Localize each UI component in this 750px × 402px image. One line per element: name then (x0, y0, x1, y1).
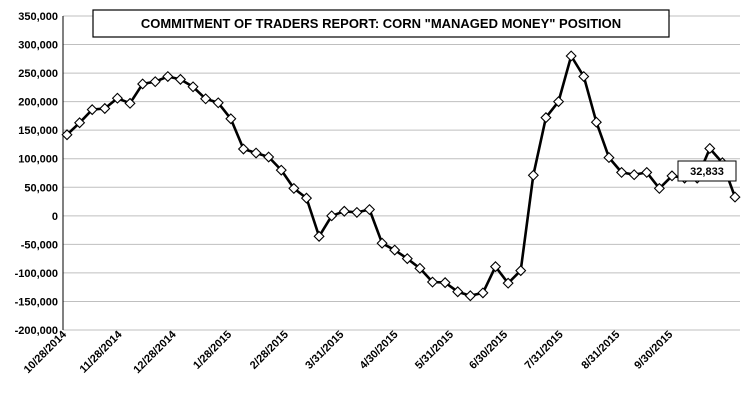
data-point (74, 117, 86, 129)
x-tick-labels: 10/28/2014 11/28/2014 12/28/2014 1/28/2015 2… (22, 328, 676, 376)
data-point (590, 116, 602, 128)
callout-box: 32,833 (677, 160, 737, 182)
x-tick-label: 7/31/2015 (523, 329, 566, 372)
data-point (300, 192, 313, 204)
y-tick-label: 150,000 (18, 125, 58, 137)
x-tick-label: 2/28/2015 (248, 329, 291, 372)
data-point (704, 142, 716, 155)
data-point (99, 102, 111, 115)
x-tick-label: 3/31/2015 (303, 329, 346, 372)
data-point (666, 170, 678, 182)
data-point (187, 81, 199, 93)
data-point (275, 164, 287, 176)
y-tick-label: 0 (52, 211, 58, 223)
data-point (174, 73, 187, 85)
y-tick-labels: 350,000 300,000 250,000 200,000 150,000 100,0… (15, 11, 58, 337)
y-tick-label: -200,000 (15, 325, 58, 337)
data-point (326, 210, 338, 222)
x-tick-label: 12/28/2014 (131, 328, 179, 376)
callout-label: 32,833 (690, 166, 724, 178)
data-point (389, 244, 401, 256)
data-point (527, 169, 539, 181)
data-point (351, 206, 363, 218)
grid-lines (63, 15, 740, 331)
x-tick-label: 6/30/2015 (467, 329, 510, 372)
x-tick-label: 1/28/2015 (191, 329, 234, 372)
data-point (124, 97, 136, 109)
data-point (502, 277, 514, 289)
data-point (263, 151, 275, 163)
x-tick-label: 4/30/2015 (358, 329, 401, 372)
data-point (376, 237, 388, 249)
x-tick-label: 8/31/2015 (579, 329, 622, 372)
data-point (615, 166, 628, 179)
data-point (729, 191, 741, 203)
data-point (212, 97, 224, 109)
data-point (225, 113, 237, 125)
y-tick-label: 300,000 (18, 40, 58, 52)
data-point (338, 205, 350, 217)
data-point (363, 203, 376, 216)
data-point (149, 76, 161, 88)
data-point (313, 230, 325, 242)
y-tick-label: -100,000 (15, 268, 58, 280)
data-point (162, 70, 174, 83)
data-point (477, 287, 489, 299)
data-point (464, 290, 476, 302)
data-point (200, 93, 212, 105)
data-point (540, 112, 552, 124)
y-tick-label: 200,000 (18, 97, 58, 109)
x-tick-label: 9/30/2015 (632, 329, 675, 372)
data-point (653, 182, 665, 194)
data-point (111, 92, 123, 104)
data-point (86, 104, 98, 116)
data-point (414, 262, 426, 274)
data-point (628, 169, 640, 181)
data-point (401, 253, 413, 265)
x-tick-label: 5/31/2015 (413, 329, 456, 372)
data-point (578, 70, 590, 83)
x-tick-label: 11/28/2014 (78, 328, 126, 376)
data-point (603, 152, 615, 164)
data-point (288, 182, 300, 194)
data-point (137, 78, 149, 90)
chart-title-box: COMMITMENT OF TRADERS REPORT: CORN "MANA… (92, 9, 670, 38)
y-tick-label: -50,000 (21, 239, 58, 251)
data-point (250, 147, 262, 159)
markers (61, 50, 741, 302)
data-point (237, 143, 250, 155)
data-point (552, 96, 565, 108)
data-point (439, 277, 451, 289)
y-tick-label: 350,000 (18, 11, 58, 23)
y-tick-label: 100,000 (18, 154, 58, 166)
data-point (641, 166, 653, 179)
data-point (426, 276, 439, 288)
y-tick-label: 250,000 (18, 68, 58, 80)
y-tick-label: 50,000 (24, 182, 58, 194)
data-point (565, 50, 577, 62)
data-point (61, 129, 73, 141)
chart-title: COMMITMENT OF TRADERS REPORT: CORN "MANA… (141, 16, 621, 31)
data-point (452, 286, 464, 298)
data-point (489, 261, 502, 273)
data-point (515, 265, 527, 277)
y-tick-label: -150,000 (15, 296, 58, 308)
